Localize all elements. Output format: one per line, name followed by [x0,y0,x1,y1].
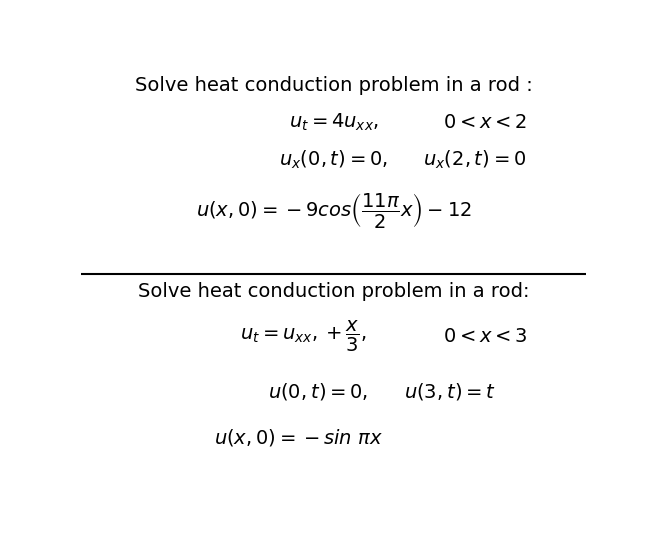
Text: $u_x(0, t) = 0,$: $u_x(0, t) = 0,$ [279,149,388,171]
Text: $u(x, 0) = -sin\ \pi x$: $u(x, 0) = -sin\ \pi x$ [214,427,383,448]
Text: $u(x, 0) = -9cos\left(\dfrac{11\pi}{2}x\right) - 12$: $u(x, 0) = -9cos\left(\dfrac{11\pi}{2}x\… [196,191,471,230]
Text: $u_t = u_{xx}, +\dfrac{x}{3},$: $u_t = u_{xx}, +\dfrac{x}{3},$ [240,319,367,354]
Text: $0 < x < 3$: $0 < x < 3$ [443,327,527,346]
Text: $0 < x < 2$: $0 < x < 2$ [443,113,527,132]
Text: Solve heat conduction problem in a rod:: Solve heat conduction problem in a rod: [138,282,529,301]
Text: $u_t = 4u_{xx},$: $u_t = 4u_{xx},$ [288,111,379,133]
Text: $u(0, t) = 0,$: $u(0, t) = 0,$ [268,381,368,402]
Text: Solve heat conduction problem in a rod :: Solve heat conduction problem in a rod : [135,76,533,95]
Text: $u(3, t) = t$: $u(3, t) = t$ [404,381,495,402]
Text: $u_x(2, t) = 0$: $u_x(2, t) = 0$ [423,149,527,171]
